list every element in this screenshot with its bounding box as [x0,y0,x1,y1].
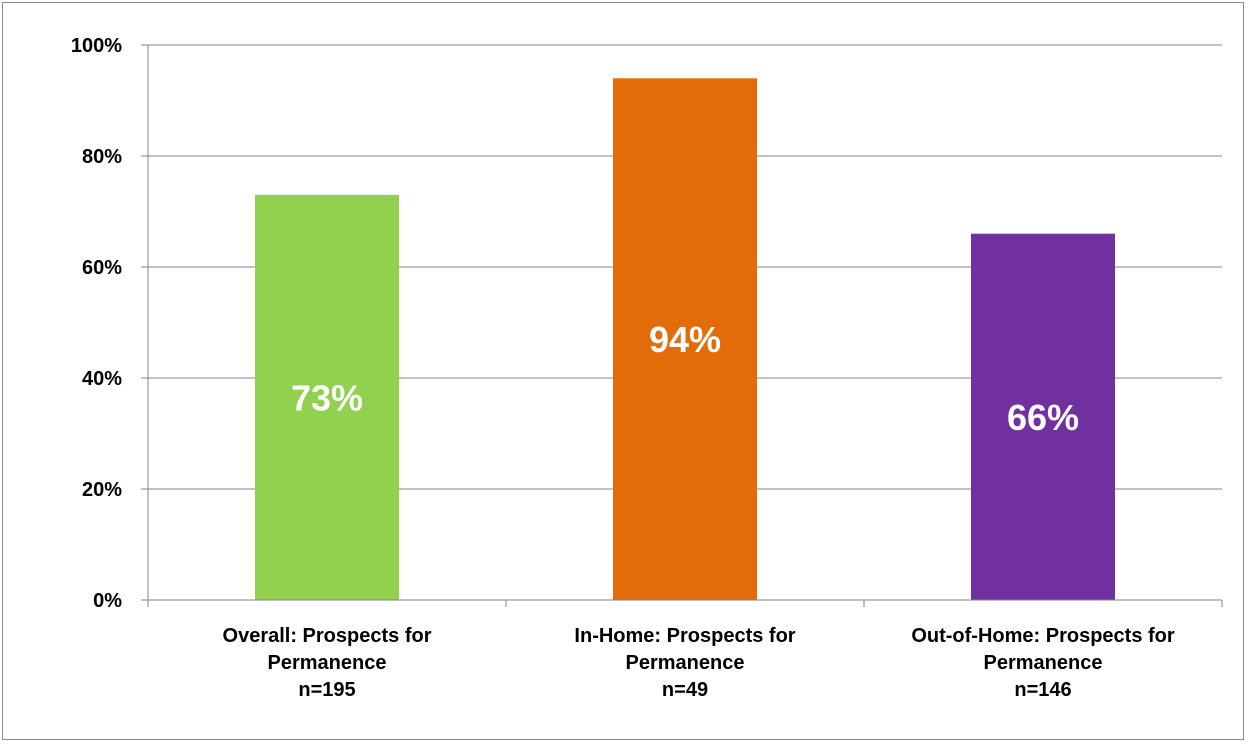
y-tick-label: 80% [82,146,122,168]
axes [141,44,1223,607]
category-label: Out-of-Home: Prospects for [911,625,1175,647]
y-tick-label: 20% [82,479,122,501]
data-label: 94% [649,319,721,360]
y-tick-label: 100% [71,35,122,57]
bar [971,233,1115,600]
bars [255,78,1115,601]
y-tick-label: 40% [82,368,122,390]
category-label: n=49 [662,679,708,701]
y-tick-label: 0% [93,590,122,612]
category-label: Overall: Prospects for [223,625,432,647]
data-label: 66% [1007,397,1079,438]
category-label: In-Home: Prospects for [574,625,795,647]
bar [613,78,757,601]
bar [255,194,399,600]
category-label: Permanence [984,652,1103,674]
data-label: 73% [291,377,363,418]
category-label: n=195 [298,679,355,701]
category-label: Permanence [626,652,745,674]
y-tick-label: 60% [82,257,122,279]
category-label: Permanence [268,652,387,674]
labels: 0% 20% 40% 60% 80% 100% 73% Overall: Prospects … [71,35,1175,701]
category-label: n=146 [1014,679,1071,701]
